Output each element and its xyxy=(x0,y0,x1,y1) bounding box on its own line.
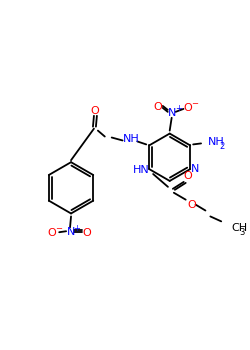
Text: O: O xyxy=(154,102,162,112)
Text: O: O xyxy=(82,228,91,238)
Text: +: + xyxy=(74,224,80,233)
Text: N: N xyxy=(168,108,176,118)
Text: 3: 3 xyxy=(239,228,244,237)
Text: −: − xyxy=(191,99,198,108)
Text: O: O xyxy=(90,106,99,116)
Text: O: O xyxy=(183,103,192,113)
Text: 2: 2 xyxy=(219,142,224,151)
Text: N: N xyxy=(191,164,199,174)
Text: N: N xyxy=(67,227,75,237)
Text: HN: HN xyxy=(133,165,150,175)
Text: NH: NH xyxy=(123,134,140,145)
Text: O: O xyxy=(47,228,56,238)
Text: −: − xyxy=(55,224,62,233)
Text: +: + xyxy=(175,104,182,113)
Text: O: O xyxy=(183,171,192,181)
Text: CH: CH xyxy=(231,223,247,233)
Text: NH: NH xyxy=(208,138,225,147)
Text: O: O xyxy=(187,199,196,210)
